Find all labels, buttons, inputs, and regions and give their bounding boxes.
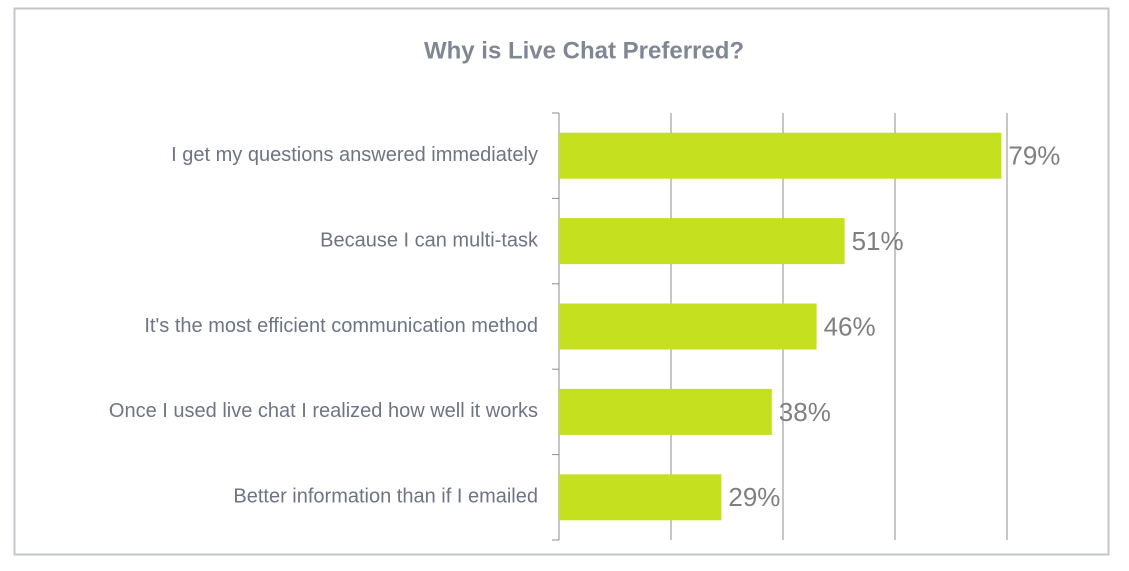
value-label: 46%	[824, 311, 876, 341]
value-label: 79%	[1008, 141, 1060, 171]
value-label: 51%	[852, 226, 904, 256]
category-label: Better information than if I emailed	[233, 486, 538, 508]
bar	[559, 388, 772, 435]
bar	[559, 132, 1002, 179]
value-label: 38%	[779, 397, 831, 427]
category-label: Because I can multi-task	[320, 229, 539, 251]
category-label: I get my questions answered immediately	[171, 144, 538, 166]
bar	[559, 303, 817, 350]
chart-title: Why is Live Chat Preferred?	[424, 37, 744, 64]
category-label: It's the most efficient communication me…	[144, 315, 538, 337]
chart-frame	[13, 7, 1110, 556]
value-label: 29%	[728, 482, 780, 512]
bar	[559, 218, 845, 265]
category-label: Once I used live chat I realized how wel…	[109, 400, 538, 422]
bar	[559, 474, 722, 521]
